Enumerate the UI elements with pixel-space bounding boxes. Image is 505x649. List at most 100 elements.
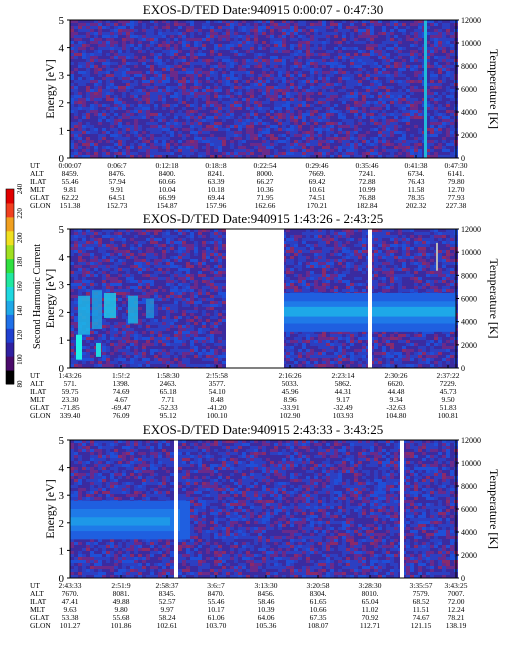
- table-cell: 2:!5:58: [206, 371, 228, 380]
- ytick-label-left: 2: [59, 307, 65, 319]
- spectrogram-panel-2: EXOS-D/TED Date:940915 1:43:26 - 2:43:25…: [30, 211, 501, 420]
- table-cell: 100.81: [438, 411, 459, 420]
- table-cell: 11.51: [413, 605, 430, 614]
- table-cell: 60.66: [159, 177, 176, 186]
- table-cell: 8.48: [210, 395, 223, 404]
- panel-title: EXOS-D/TED Date:940915 1:43:26 - 2:43:25: [143, 211, 383, 226]
- table-cell: 7669.: [309, 169, 326, 178]
- table-cell: 9.81: [63, 185, 76, 194]
- table-cell: 72.88: [359, 177, 376, 186]
- table-cell: 0:41:38: [405, 161, 428, 170]
- table-cell: 102.90: [280, 411, 301, 420]
- table-cell: 8345.: [159, 589, 176, 598]
- table-cell: 8470.: [208, 589, 225, 598]
- ytick-label-left: 5: [59, 435, 65, 447]
- colorbar-segment: [6, 342, 14, 357]
- table-cell: 12.24: [448, 605, 465, 614]
- table-cell: 7229.: [440, 379, 457, 388]
- table-cell: 3:28:30: [359, 581, 382, 590]
- colorbar: 80 100 120 140 160 180 200 220 240 Second Harmoni…: [5, 183, 43, 388]
- ytick-label-right: 6000: [461, 85, 477, 94]
- colorbar-tick-label: 200: [16, 232, 24, 243]
- ytick-label-left: 1: [59, 335, 65, 347]
- table-cell: 78.21: [448, 613, 465, 622]
- table-cell: 9.97: [160, 605, 173, 614]
- table-cell: 154.87: [157, 201, 178, 210]
- table-cell: 63.39: [208, 177, 225, 186]
- table-cell: 6734.: [408, 169, 425, 178]
- table-cell: 100.10: [207, 411, 228, 420]
- table-cell: 8456.: [258, 589, 275, 598]
- table-cell: 0:12:18: [156, 161, 179, 170]
- ytick-label-left: 0: [59, 153, 65, 165]
- table-cell: 9.63: [63, 605, 76, 614]
- table-cell: 65.18: [160, 387, 177, 396]
- row-label-mlt: MLT: [30, 185, 46, 194]
- ytick-label-left: 3: [59, 70, 65, 82]
- colorbar-tick-label: 180: [16, 256, 24, 267]
- table-cell: 57.94: [109, 177, 126, 186]
- table-cell: 2:51:9: [111, 581, 130, 590]
- table-cell: 9.91: [110, 185, 123, 194]
- table-cell: 108.07: [308, 621, 329, 630]
- table-cell: 79.80: [448, 177, 465, 186]
- table-cell: 55.46: [208, 597, 225, 606]
- colorbar-segment: [6, 314, 14, 329]
- table-cell: 53.38: [62, 613, 79, 622]
- yaxis-left-label: Energy [eV]: [43, 479, 57, 538]
- ytick-label-left: 2: [59, 518, 65, 530]
- ytick-label-left: 3: [59, 490, 65, 502]
- table-cell: -41.20: [207, 403, 227, 412]
- table-cell: -69.47: [111, 403, 131, 412]
- ytick-label-left: 1: [59, 125, 65, 137]
- table-cell: 61.65: [310, 597, 327, 606]
- table-cell: 65.04: [362, 597, 379, 606]
- ytick-label-right: 6000: [461, 505, 477, 514]
- spectrogram-panel-1: EXOS-D/TED Date:940915 0:00:07 - 0:47:30…: [30, 2, 501, 210]
- colorbar-segment: [6, 202, 14, 218]
- table-cell: -71.85: [60, 403, 80, 412]
- table-cell: 105.36: [256, 621, 277, 630]
- colorbar-tick-label: 140: [16, 305, 24, 316]
- ytick-label-left: 3: [59, 280, 65, 292]
- table-cell: 74.51: [309, 193, 326, 202]
- ytick-label-right: 2000: [461, 341, 477, 350]
- table-cell: 2:30:26: [385, 371, 408, 380]
- colorbar-segment: [6, 258, 14, 274]
- table-cell: 78.35: [408, 193, 425, 202]
- table-cell: 74.67: [413, 613, 430, 622]
- ytick-label-left: 0: [59, 363, 65, 375]
- table-cell: 0:00:07: [59, 161, 82, 170]
- colorbar-segment: [6, 230, 14, 246]
- table-cell: 9.80: [114, 605, 127, 614]
- row-label-ilat: ILAT: [30, 177, 47, 186]
- table-cell: 1:5!:2: [112, 371, 130, 380]
- table-cell: 112.71: [360, 621, 381, 630]
- table-cell: -32.63: [386, 403, 406, 412]
- colorbar-tick-label: 120: [16, 330, 24, 341]
- table-cell: 55.46: [62, 177, 79, 186]
- table-cell: 69.44: [208, 193, 225, 202]
- table-cell: 61.06: [208, 613, 225, 622]
- colorbar-label: Second Harmonic Current: [32, 244, 43, 349]
- table-cell: 62.22: [62, 193, 79, 202]
- ytick-label-right: 10000: [461, 459, 481, 468]
- table-cell: 55.68: [113, 613, 130, 622]
- table-cell: 2:16:26: [279, 371, 302, 380]
- table-cell: 151.38: [60, 201, 81, 210]
- table-cell: 8304.: [310, 589, 327, 598]
- table-cell: 3:13:30: [255, 581, 278, 590]
- ytick-label-right: 4000: [461, 318, 477, 327]
- table-cell: 10.18: [208, 185, 225, 194]
- ytick-label-right: 0: [461, 574, 465, 583]
- table-cell: 64.06: [258, 613, 275, 622]
- table-cell: 2:43:33: [59, 581, 82, 590]
- yaxis-left-label: Energy [eV]: [43, 269, 57, 328]
- table-cell: 44.31: [335, 387, 352, 396]
- table-cell: 11.02: [362, 605, 379, 614]
- table-cell: 64.51: [109, 193, 126, 202]
- ytick-label-right: 12000: [461, 436, 481, 445]
- table-cell: 571.: [63, 379, 76, 388]
- table-cell: 0:35:46: [356, 161, 379, 170]
- row-label-mlt: MLT: [30, 605, 46, 614]
